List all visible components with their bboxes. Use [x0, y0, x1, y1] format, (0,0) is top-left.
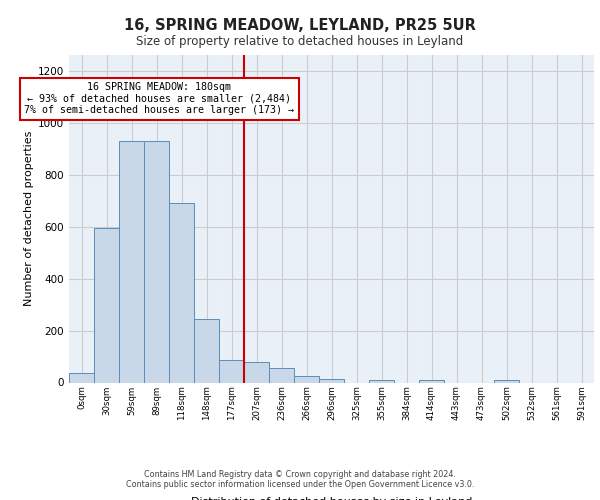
Bar	[144, 141, 169, 382]
X-axis label: Distribution of detached houses by size in Leyland: Distribution of detached houses by size …	[191, 496, 472, 500]
Bar	[294, 376, 319, 382]
Bar	[119, 141, 144, 382]
Bar	[169, 203, 194, 382]
Bar	[419, 380, 444, 382]
Bar	[194, 319, 219, 382]
Text: 16, SPRING MEADOW, LEYLAND, PR25 5UR: 16, SPRING MEADOW, LEYLAND, PR25 5UR	[124, 18, 476, 32]
Bar	[369, 380, 394, 382]
Y-axis label: Number of detached properties: Number of detached properties	[24, 131, 34, 306]
Bar	[94, 228, 119, 382]
Bar	[494, 380, 519, 382]
Text: Contains HM Land Registry data © Crown copyright and database right 2024.
Contai: Contains HM Land Registry data © Crown c…	[126, 470, 474, 489]
Text: 16 SPRING MEADOW: 180sqm
← 93% of detached houses are smaller (2,484)
7% of semi: 16 SPRING MEADOW: 180sqm ← 93% of detach…	[24, 82, 294, 116]
Bar	[69, 374, 94, 382]
Bar	[219, 360, 244, 382]
Bar	[269, 368, 294, 382]
Bar	[319, 378, 344, 382]
Bar	[244, 362, 269, 382]
Text: Size of property relative to detached houses in Leyland: Size of property relative to detached ho…	[136, 35, 464, 48]
